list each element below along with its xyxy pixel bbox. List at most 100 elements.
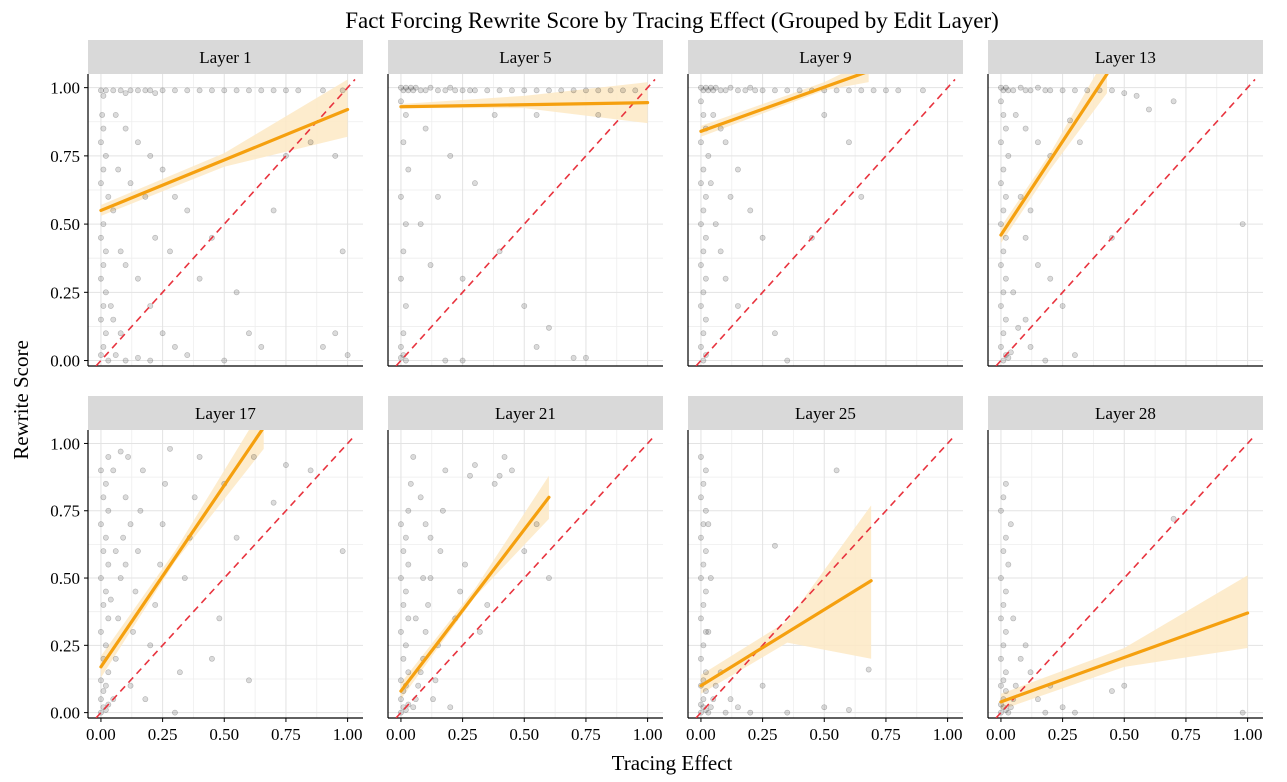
scatter-point (865, 666, 872, 673)
scatter-point (122, 494, 129, 501)
scatter-point (457, 588, 464, 595)
facet-strip (988, 396, 1263, 430)
scatter-point (405, 615, 412, 622)
scatter-point (707, 704, 714, 711)
scatter-point (1017, 655, 1024, 662)
scatter-point (105, 507, 112, 514)
scatter-point (427, 534, 434, 541)
scatter-point (122, 561, 129, 568)
scatter-point (702, 548, 709, 555)
scatter-point (410, 454, 417, 460)
scatter-point (100, 688, 107, 694)
scatter-point (102, 87, 109, 94)
scatter-point (127, 521, 134, 528)
reference-line (95, 434, 356, 718)
scatter-point (467, 87, 473, 94)
scatter-point (398, 696, 404, 703)
scatter-point (533, 87, 540, 94)
scatter-point (772, 87, 778, 94)
scatter-point (752, 87, 759, 94)
scatter-point (702, 275, 709, 282)
y-tick-label: 0.75 (50, 502, 80, 521)
scatter-point (209, 87, 215, 94)
scatter-point (710, 87, 717, 94)
facet-strip-label: Layer 9 (799, 48, 851, 67)
scatter-point (135, 548, 141, 555)
scatter-point (422, 125, 429, 132)
x-tick-label: 0.00 (86, 725, 116, 744)
scatter-point (998, 221, 1004, 227)
scatter-point (1000, 548, 1007, 555)
scatter-point (1022, 125, 1029, 132)
scatter-point (320, 87, 326, 94)
scatter-point (698, 615, 704, 622)
scatter-point (846, 139, 852, 146)
scatter-point (402, 84, 409, 91)
scatter-point (417, 221, 424, 227)
scatter-point (427, 84, 434, 91)
x-tick-label: 1.00 (333, 725, 363, 744)
scatter-point (442, 357, 449, 364)
scatter-point (100, 166, 107, 173)
scatter-point (1035, 139, 1041, 146)
scatter-point (583, 354, 589, 361)
scatter-point (998, 682, 1004, 689)
scatter-point (159, 521, 166, 528)
scatter-point (698, 701, 704, 708)
facet-panels: Layer 1 0.00 0.25 0.50 0.75 1.00 Layer 5 Layer … (50, 40, 1263, 744)
scatter-point (1000, 166, 1007, 173)
scatter-point (233, 534, 240, 541)
scatter-point (209, 655, 215, 662)
scatter-point (400, 87, 407, 94)
x-tick-label: 0.75 (271, 725, 301, 744)
scatter-point (344, 352, 351, 358)
x-tick-label: 0.75 (571, 725, 601, 744)
scatter-point (100, 92, 107, 99)
scatter-point (258, 343, 265, 350)
scatter-point (700, 248, 707, 255)
scatter-point (700, 602, 707, 608)
scatter-point (112, 352, 119, 358)
fit-line (99, 107, 350, 213)
scatter-point (1002, 316, 1009, 323)
scatter-point (1027, 669, 1034, 676)
scatter-point (583, 87, 589, 94)
scatter-point (883, 87, 889, 94)
scatter-point (1027, 343, 1034, 350)
scatter-point (159, 330, 166, 337)
scatter-point (702, 193, 709, 200)
scatter-point (1017, 193, 1024, 200)
scatter-point (1072, 709, 1078, 716)
scatter-point (98, 234, 104, 241)
scatter-point (402, 357, 409, 364)
scatter-point (707, 575, 714, 581)
scatter-point (147, 87, 154, 94)
scatter-point (430, 696, 436, 703)
scatter-point (127, 87, 134, 94)
scatter-point (98, 87, 104, 94)
scatter-point (472, 87, 478, 94)
scatter-point (398, 354, 404, 361)
scatter-point (122, 357, 129, 364)
scatter-point (417, 494, 424, 501)
scatter-point (698, 221, 704, 227)
scatter-point (1010, 289, 1017, 296)
scatter-point (509, 87, 515, 94)
scatter-point (1047, 275, 1054, 282)
scatter-point (127, 682, 134, 689)
scatter-point (137, 507, 144, 514)
scatter-point (100, 494, 107, 501)
scatter-point (702, 628, 709, 635)
scatter-point (700, 561, 707, 568)
scatter-point (722, 87, 729, 94)
scatter-point (98, 316, 104, 323)
scatter-point (295, 87, 302, 94)
scatter-point (332, 152, 339, 159)
scatter-point (484, 87, 491, 94)
scatter-point (1059, 303, 1066, 309)
scatter-point (102, 330, 109, 337)
reference-line (995, 434, 1256, 718)
scatter-point (320, 343, 326, 350)
scatter-point (722, 709, 729, 716)
